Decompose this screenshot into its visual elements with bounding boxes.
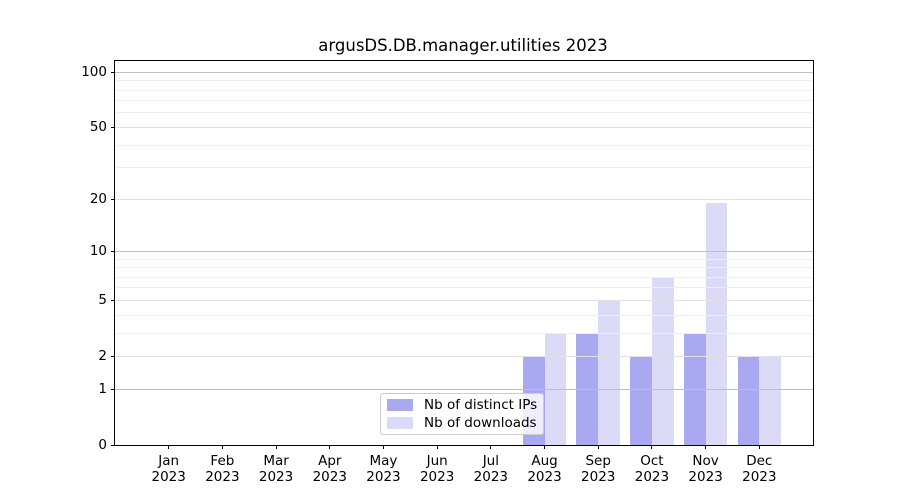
x-tick-label-may: May 2023 <box>351 453 415 485</box>
x-tick-month-jul: Jul <box>482 453 499 469</box>
x-tick-month-sep: Sep <box>585 453 611 469</box>
y-tick-mark-1 <box>111 388 115 390</box>
legend-label-downloads: Nb of downloads <box>424 415 537 431</box>
x-tick-year-dec: 2023 <box>742 468 777 485</box>
x-tick-year-oct: 2023 <box>634 468 670 485</box>
plot-area: 0 1 2 5 10 20 50 100 Jan 2023 Feb 2023 Mar 2023 Apr 20… <box>81 60 814 484</box>
bar-nb-of-downloads-dec <box>759 356 782 445</box>
x-tick-year-sep: 2023 <box>581 468 616 485</box>
legend-item-distinct-ips: Nb of distinct IPs <box>387 396 537 414</box>
y-tick-label-50: 50 <box>89 119 107 136</box>
minor-gridline-80 <box>115 89 813 91</box>
x-tick-label-nov: Nov 2023 <box>674 453 738 485</box>
x-tick-mark-feb <box>221 445 223 449</box>
y-tick-mark-20 <box>111 198 115 200</box>
minor-gridline-30 <box>115 167 813 169</box>
x-tick-month-apr: Apr <box>318 453 342 469</box>
x-tick-label-feb: Feb 2023 <box>190 453 254 485</box>
y-tick-mark-100 <box>111 71 115 73</box>
x-tick-mark-jan <box>168 445 170 449</box>
x-tick-month-aug: Aug <box>531 453 558 469</box>
x-tick-month-may: May <box>369 453 398 469</box>
x-tick-label-mar: Mar 2023 <box>244 453 308 485</box>
y-tick-label-5: 5 <box>98 292 107 309</box>
x-tick-month-mar: Mar <box>263 453 289 469</box>
legend: Nb of distinct IPs Nb of downloads <box>380 393 544 435</box>
x-tick-year-nov: 2023 <box>688 468 723 485</box>
x-tick-mark-jun <box>436 445 438 449</box>
x-tick-year-mar: 2023 <box>258 468 294 485</box>
bar-nb-of-downloads-aug <box>544 333 567 445</box>
minor-gridline-90 <box>115 80 813 82</box>
x-tick-month-oct: Oct <box>640 453 664 469</box>
x-tick-label-dec: Dec 2023 <box>727 453 791 485</box>
gridline-20 <box>115 198 813 200</box>
x-tick-year-aug: 2023 <box>527 468 562 485</box>
x-tick-month-feb: Feb <box>210 453 235 469</box>
bar-nb-of-distinct-ips-sep <box>576 333 599 445</box>
x-tick-label-sep: Sep 2023 <box>566 453 630 485</box>
y-tick-label-0: 0 <box>98 437 107 453</box>
y-tick-mark-5 <box>111 299 115 301</box>
y-tick-mark-50 <box>111 126 115 128</box>
legend-label-distinct-ips: Nb of distinct IPs <box>424 397 538 413</box>
x-tick-mark-may <box>382 445 384 449</box>
x-tick-year-jun: 2023 <box>419 468 455 485</box>
x-tick-year-may: 2023 <box>366 468 401 485</box>
y-tick-label-10: 10 <box>89 243 107 260</box>
x-tick-year-jan: 2023 <box>151 468 186 485</box>
x-tick-year-apr: 2023 <box>312 468 347 485</box>
y-tick-label-20: 20 <box>89 191 107 208</box>
chart-title: argusDS.DB.manager.utilities 2023 <box>318 36 608 55</box>
legend-swatch-distinct-ips <box>387 399 413 411</box>
x-tick-month-jun: Jun <box>426 453 448 469</box>
y-tick-label-1: 1 <box>98 381 107 397</box>
bar-nb-of-distinct-ips-nov <box>683 333 706 445</box>
x-tick-mark-jul <box>490 445 492 449</box>
bar-nb-of-distinct-ips-dec <box>737 356 760 445</box>
x-tick-label-oct: Oct 2023 <box>620 453 684 485</box>
x-tick-month-jan: Jan <box>158 453 180 469</box>
x-tick-year-feb: 2023 <box>205 468 240 485</box>
x-tick-label-jul: Jul 2023 <box>459 453 523 485</box>
x-tick-mark-nov <box>705 445 707 449</box>
minor-gridline-40 <box>115 144 813 146</box>
y-tick-mark-10 <box>111 250 115 252</box>
x-tick-mark-aug <box>544 445 546 449</box>
x-tick-year-jul: 2023 <box>473 468 509 485</box>
x-tick-mark-dec <box>758 445 760 449</box>
x-tick-mark-mar <box>275 445 277 449</box>
legend-item-downloads: Nb of downloads <box>387 414 537 432</box>
y-tick-label-100: 100 <box>81 64 107 81</box>
x-tick-month-nov: Nov <box>692 453 719 469</box>
minor-gridline-60 <box>115 112 813 114</box>
y-tick-label-2: 2 <box>98 348 107 365</box>
bar-nb-of-distinct-ips-oct <box>630 356 652 445</box>
bar-nb-of-downloads-oct <box>651 277 674 445</box>
bar-nb-of-downloads-sep <box>598 300 621 445</box>
gridline-100 <box>115 71 813 73</box>
x-tick-mark-apr <box>329 445 331 449</box>
x-tick-label-aug: Aug 2023 <box>513 453 577 485</box>
y-tick-mark-0 <box>111 444 115 446</box>
x-tick-label-jan: Jan 2023 <box>137 453 201 485</box>
y-tick-mark-2 <box>111 355 115 357</box>
legend-swatch-downloads <box>387 417 413 429</box>
x-tick-mark-sep <box>597 445 599 449</box>
minor-gridline-70 <box>115 100 813 102</box>
bar-nb-of-downloads-nov <box>705 203 728 445</box>
x-tick-month-dec: Dec <box>746 453 773 469</box>
x-tick-label-apr: Apr 2023 <box>298 453 362 485</box>
x-tick-label-jun: Jun 2023 <box>405 453 469 485</box>
gridline-50 <box>115 126 813 128</box>
x-tick-mark-oct <box>651 445 653 449</box>
